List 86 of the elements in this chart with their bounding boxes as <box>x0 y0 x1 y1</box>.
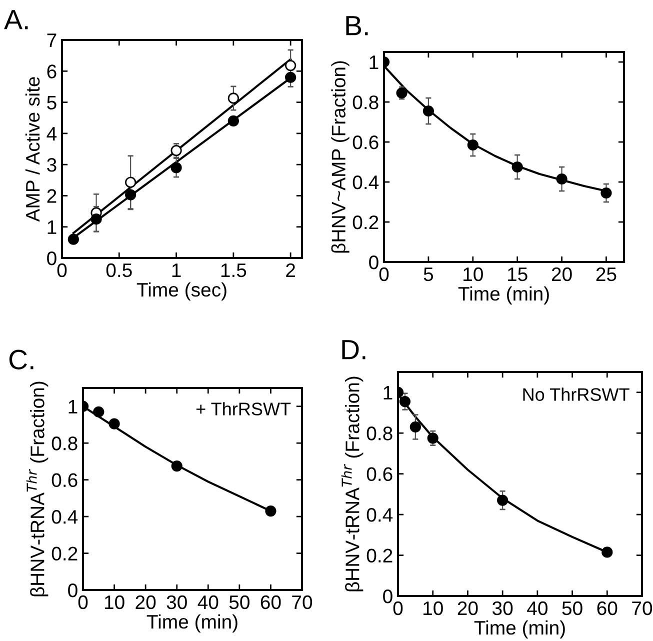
y-tick-label: 1 <box>68 400 78 414</box>
y-tick-label: 5 <box>47 96 56 110</box>
y-tick-label: 2 <box>47 189 56 203</box>
x-tick-label: 25 <box>596 267 616 282</box>
point <box>228 115 239 127</box>
chart-title: C. <box>9 350 34 370</box>
chart-title: D. <box>342 340 366 360</box>
y-tick-label: 0.6 <box>52 473 78 488</box>
x-tick-label: 20 <box>458 601 478 616</box>
y-tick-label: 4 <box>46 127 57 140</box>
point <box>410 421 421 433</box>
chart-title: B. <box>346 16 368 36</box>
y-tick-label: 0.8 <box>352 95 378 110</box>
x-tick-label: 50 <box>562 601 582 616</box>
x-tick-label: 5 <box>424 268 434 282</box>
point <box>93 406 104 418</box>
point <box>90 214 102 225</box>
x-axis-title: Time (min) <box>458 286 549 304</box>
x-tick-label: 10 <box>464 267 483 282</box>
point <box>556 173 568 185</box>
point <box>285 60 296 72</box>
x-tick-label: 50 <box>229 595 250 610</box>
y-tick-label: 1 <box>48 220 56 234</box>
y-axis-title: βHNV-tRNA$^{Thr}$ (Fraction) <box>341 376 364 592</box>
x-tick-label: 1.5 <box>221 264 246 278</box>
point <box>600 187 612 199</box>
y-tick-label: 0 <box>68 583 78 598</box>
annotation: + ThrRSWT <box>196 402 291 416</box>
x-tick-label: 20 <box>552 267 572 282</box>
y-tick-label: 0.4 <box>366 508 393 522</box>
y-tick-label: 7 <box>47 34 56 48</box>
x-tick-label: 10 <box>424 601 443 616</box>
x-tick-label: 0 <box>78 595 88 610</box>
y-tick-label: 6 <box>47 64 56 78</box>
x-tick-label: 0 <box>393 601 403 616</box>
y-tick-label: 0.4 <box>52 510 78 524</box>
x-tick-label: 60 <box>260 595 281 610</box>
y-tick-label: 0 <box>47 251 56 266</box>
point <box>125 176 136 188</box>
x-tick-label: 40 <box>527 601 548 616</box>
x-tick-label: 60 <box>597 601 618 616</box>
x-tick-label: 30 <box>166 595 187 610</box>
y-tick-label: 0.8 <box>366 426 392 440</box>
point <box>399 396 411 408</box>
x-axis-title: Time (sec) <box>136 282 226 300</box>
x-tick-label: 30 <box>492 601 513 616</box>
x-axis-title: Time (min) <box>474 620 565 638</box>
point <box>422 105 434 117</box>
x-tick-label: 20 <box>136 595 156 610</box>
y-tick-label: 0.4 <box>352 175 379 190</box>
point <box>170 162 182 174</box>
x-axis-title: Time (min) <box>146 614 238 632</box>
y-tick-label: 0.2 <box>52 546 78 561</box>
chart-title: A. <box>4 10 28 30</box>
point <box>602 546 613 558</box>
y-axis-title: AMP / Active site <box>25 77 40 222</box>
point <box>512 161 523 173</box>
point <box>285 72 296 83</box>
y-tick-label: 0.6 <box>352 135 378 150</box>
x-tick-label: 10 <box>104 595 124 610</box>
y-tick-label: 3 <box>47 158 56 172</box>
point <box>171 460 182 472</box>
point <box>497 494 508 506</box>
x-tick-label: 70 <box>292 595 312 610</box>
point <box>125 189 136 200</box>
y-tick-label: 0.2 <box>366 548 392 563</box>
y-tick-label: 1 <box>370 56 378 70</box>
x-tick-label: 15 <box>508 268 528 282</box>
y-tick-label: 1 <box>384 386 392 400</box>
x-tick-label: 40 <box>198 595 218 610</box>
y-tick-label: 0.2 <box>352 215 378 230</box>
y-tick-label: 0.8 <box>52 436 78 450</box>
y-axis-title: βHNV-tRNA$^{Thr}$ (Fraction) <box>26 382 48 596</box>
x-tick-label: 1 <box>172 264 181 277</box>
point <box>68 234 79 245</box>
point <box>108 418 120 430</box>
point <box>228 92 239 104</box>
y-axis-title: βHNV~AMP (Fraction) <box>331 61 350 253</box>
point <box>467 139 478 151</box>
x-tick-label: 70 <box>632 601 652 616</box>
point <box>265 505 276 517</box>
annotation: No ThrRSWT <box>523 388 630 401</box>
x-tick-label: 0.5 <box>106 263 132 278</box>
y-tick-label: 0.6 <box>366 467 392 482</box>
point <box>427 432 438 444</box>
x-tick-label: 2 <box>286 263 296 277</box>
